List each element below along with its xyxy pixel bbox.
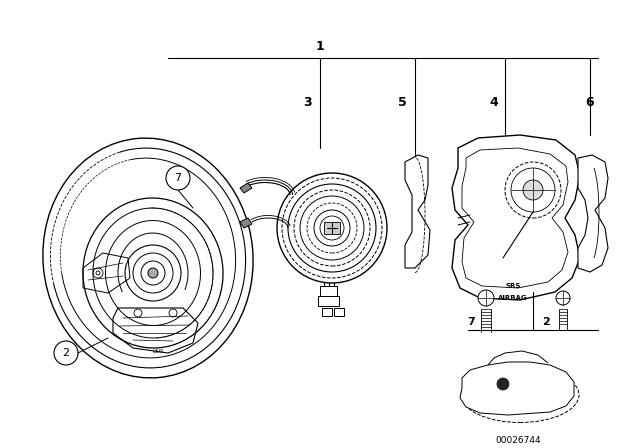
Polygon shape: [322, 308, 332, 316]
Text: 7: 7: [175, 173, 182, 183]
Polygon shape: [578, 155, 608, 272]
Polygon shape: [324, 222, 340, 234]
Text: 4: 4: [490, 95, 499, 108]
Text: SRS: SRS: [506, 283, 521, 289]
Polygon shape: [320, 286, 337, 296]
Polygon shape: [240, 183, 252, 193]
Text: 7: 7: [467, 317, 475, 327]
Polygon shape: [405, 155, 430, 268]
Circle shape: [556, 291, 570, 305]
Circle shape: [54, 341, 78, 365]
Circle shape: [497, 378, 509, 390]
Text: 3: 3: [303, 95, 311, 108]
Polygon shape: [334, 308, 344, 316]
Text: 1: 1: [316, 39, 324, 52]
Circle shape: [148, 268, 158, 278]
Polygon shape: [460, 362, 574, 415]
Polygon shape: [452, 135, 580, 300]
Circle shape: [523, 180, 543, 200]
Circle shape: [478, 290, 494, 306]
Text: 00026744: 00026744: [495, 435, 541, 444]
Polygon shape: [318, 296, 339, 306]
Text: 5: 5: [397, 95, 406, 108]
Text: AIRBAG: AIRBAG: [498, 295, 528, 301]
Text: 6: 6: [586, 95, 595, 108]
Polygon shape: [240, 218, 252, 228]
Text: UUS: UUS: [152, 349, 164, 353]
Text: 2: 2: [542, 317, 550, 327]
Circle shape: [166, 166, 190, 190]
Text: 2: 2: [63, 348, 70, 358]
